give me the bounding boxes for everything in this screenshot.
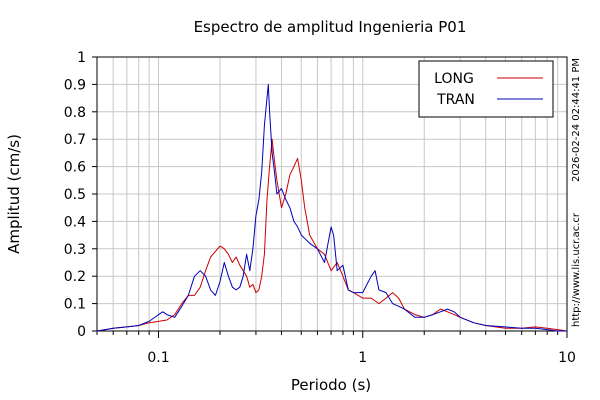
x-axis-ticks: 0.1 1 10 xyxy=(96,331,576,366)
legend: LONG TRAN xyxy=(418,60,554,118)
series-layer xyxy=(96,83,568,332)
y-axis-ticks: 0 0.1 0.2 0.3 0.4 0.5 0.6 0.7 0.8 0.9 1 xyxy=(64,50,97,340)
y-tick-label-6: 0.6 xyxy=(64,160,86,176)
y-tick-label-3: 0.3 xyxy=(64,242,86,258)
y-tick-label-7: 0.7 xyxy=(64,132,86,148)
y-tick-label-4: 0.4 xyxy=(64,214,86,230)
source-url-label: http://www.lis.ucr.ac.cr xyxy=(571,212,582,327)
x-axis-label: Periodo (s) xyxy=(291,376,371,394)
y-tick-label-2: 0.2 xyxy=(64,269,86,285)
y-tick-label-0: 0 xyxy=(77,324,86,340)
chart-title: Espectro de amplitud Ingenieria P01 xyxy=(194,18,467,36)
legend-box xyxy=(418,60,554,118)
y-tick-label-5: 0.5 xyxy=(64,187,86,203)
x-tick-label-0: 0.1 xyxy=(147,350,169,366)
y-tick-label-1: 0.1 xyxy=(64,297,86,313)
legend-label-tran: TRAN xyxy=(436,92,475,108)
y-axis-label: Amplitud (cm/s) xyxy=(5,134,23,254)
series-line-tran xyxy=(96,83,567,332)
x-tick-label-1: 1 xyxy=(358,350,367,366)
y-tick-label-9: 0.9 xyxy=(64,77,86,93)
legend-label-long: LONG xyxy=(434,71,474,87)
y-tick-label-8: 0.8 xyxy=(64,105,86,121)
timestamp-label: 2026-02-24 02:44:41 PM xyxy=(571,58,582,182)
x-tick-label-2: 10 xyxy=(558,350,576,366)
y-tick-label-10: 1 xyxy=(77,50,86,66)
